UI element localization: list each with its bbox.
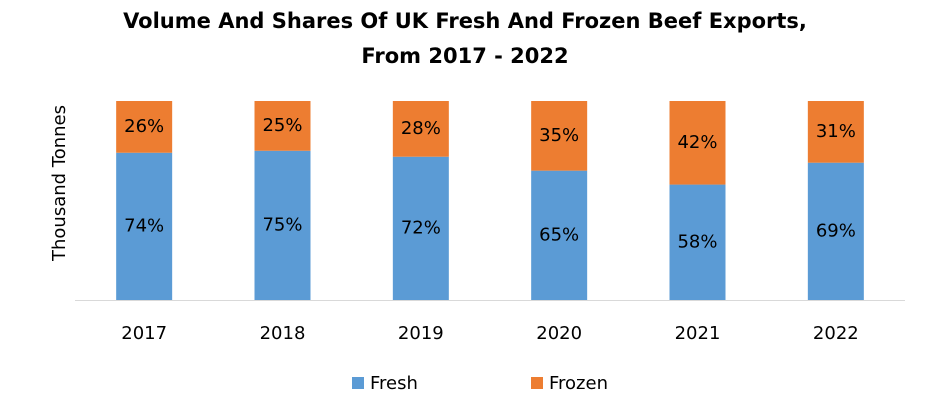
bar-segment bbox=[254, 101, 311, 151]
bar-segment bbox=[392, 156, 449, 300]
data-label: 72% bbox=[401, 217, 441, 238]
data-label: 35% bbox=[539, 125, 579, 146]
bar-segment bbox=[531, 101, 588, 171]
legend-swatch bbox=[352, 377, 364, 389]
bar-segment bbox=[669, 101, 726, 185]
data-label: 42% bbox=[677, 132, 717, 153]
x-tick-label: 2022 bbox=[813, 323, 859, 344]
data-label: 75% bbox=[262, 214, 302, 235]
x-tick-label: 2019 bbox=[398, 323, 444, 344]
data-label: 74% bbox=[124, 215, 164, 236]
bar-segment bbox=[116, 101, 173, 153]
bar-segment bbox=[254, 150, 311, 300]
x-tick-label: 2017 bbox=[121, 323, 167, 344]
data-label: 65% bbox=[539, 224, 579, 245]
legend-label: Frozen bbox=[549, 373, 608, 394]
bar-segment bbox=[116, 152, 173, 300]
data-label: 26% bbox=[124, 116, 164, 137]
bar-segment bbox=[531, 170, 588, 300]
bar-segment bbox=[807, 101, 864, 163]
x-tick-label: 2021 bbox=[675, 323, 721, 344]
bar-segment bbox=[669, 184, 726, 300]
x-tick-label: 2018 bbox=[260, 323, 306, 344]
data-label: 28% bbox=[401, 118, 441, 139]
data-label: 69% bbox=[816, 220, 856, 241]
data-label: 31% bbox=[816, 121, 856, 142]
x-tick-label: 2020 bbox=[536, 323, 582, 344]
chart-title: From 2017 - 2022 bbox=[361, 44, 568, 68]
bar-segment bbox=[392, 101, 449, 157]
chart-title: Volume And Shares Of UK Fresh And Frozen… bbox=[123, 9, 807, 33]
bar-segment bbox=[807, 162, 864, 300]
data-label: 25% bbox=[262, 115, 302, 136]
legend-label: Fresh bbox=[370, 373, 418, 394]
y-axis-label: Thousand Tonnes bbox=[49, 105, 70, 262]
legend-swatch bbox=[531, 377, 543, 389]
data-label: 58% bbox=[677, 231, 717, 252]
